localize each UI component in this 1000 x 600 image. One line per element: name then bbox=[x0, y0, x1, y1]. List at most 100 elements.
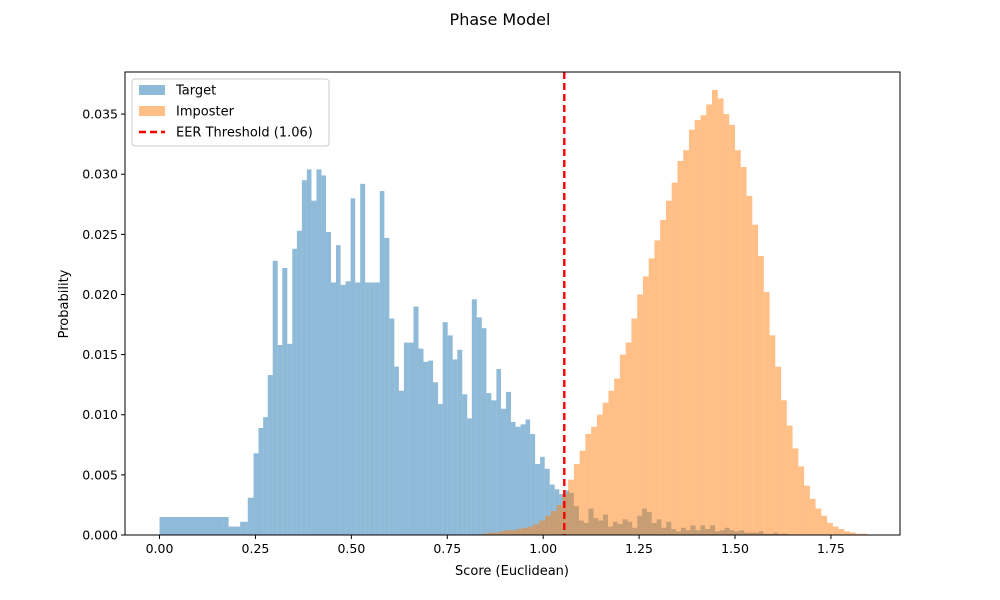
histogram-bar bbox=[827, 522, 833, 535]
histogram-bar bbox=[316, 169, 322, 535]
histogram-bar bbox=[398, 390, 404, 535]
y-tick-label: 0.005 bbox=[82, 467, 118, 482]
histogram-bar bbox=[530, 433, 536, 535]
histogram-bar bbox=[706, 104, 712, 535]
y-tick-label: 0.010 bbox=[82, 407, 118, 422]
histogram-bar bbox=[253, 453, 259, 535]
histogram-bar bbox=[287, 343, 293, 535]
histogram-bar bbox=[539, 520, 546, 535]
histogram-bar bbox=[510, 421, 516, 535]
histogram-bar bbox=[277, 344, 283, 535]
histogram-bar bbox=[481, 533, 488, 535]
histogram-bar bbox=[267, 375, 273, 535]
histogram-bar bbox=[350, 198, 356, 535]
histogram-bar bbox=[505, 391, 511, 535]
histogram-bar bbox=[223, 516, 229, 535]
histogram-bar bbox=[282, 268, 288, 535]
histogram-bar bbox=[258, 427, 264, 535]
x-tick-label: 1.25 bbox=[625, 541, 653, 556]
histogram-bar bbox=[433, 382, 439, 535]
histogram-bar bbox=[491, 400, 497, 535]
histogram-bar bbox=[556, 504, 563, 535]
x-tick-label: 0.75 bbox=[433, 541, 461, 556]
histogram-bar bbox=[326, 231, 332, 535]
y-tick-label: 0.035 bbox=[82, 107, 118, 122]
histogram-bar bbox=[573, 464, 580, 535]
histogram-bar bbox=[654, 240, 661, 536]
histogram-bar bbox=[688, 129, 695, 535]
histogram-bar bbox=[763, 292, 770, 535]
histogram-bar bbox=[389, 318, 395, 535]
histogram-bar bbox=[336, 245, 341, 536]
histogram-bar bbox=[735, 150, 741, 536]
histogram-bar bbox=[544, 468, 550, 535]
histogram-bar bbox=[476, 317, 482, 535]
histogram-bar bbox=[550, 510, 557, 535]
histogram-bar bbox=[331, 282, 337, 535]
histogram-bar bbox=[712, 90, 718, 535]
histogram-bar bbox=[384, 237, 390, 535]
histogram-bar bbox=[535, 464, 541, 535]
histogram-bar bbox=[798, 466, 805, 535]
histogram-bar bbox=[272, 260, 278, 535]
histogram-bar bbox=[637, 294, 643, 535]
axes-frame bbox=[124, 71, 901, 536]
histogram-bar bbox=[408, 342, 414, 535]
histogram-bar bbox=[533, 524, 540, 535]
histogram-bar bbox=[500, 408, 506, 535]
histogram-bar bbox=[263, 417, 268, 535]
histogram-bar bbox=[247, 497, 254, 535]
y-tick-label: 0.000 bbox=[82, 528, 118, 543]
histogram-bar bbox=[486, 393, 492, 535]
histogram-bar bbox=[683, 150, 689, 536]
histogram-bar bbox=[457, 349, 463, 535]
histogram-bar bbox=[360, 183, 366, 535]
y-axis-label: Probability bbox=[57, 269, 72, 338]
histogram-bar bbox=[786, 425, 793, 535]
histogram-bar bbox=[522, 527, 528, 535]
histogram-bar bbox=[861, 533, 868, 535]
histogram-bar bbox=[775, 366, 782, 535]
histogram-bar bbox=[614, 378, 620, 535]
histogram-bar bbox=[540, 456, 545, 535]
histogram-bar bbox=[545, 515, 551, 535]
x-tick-label: 1.50 bbox=[721, 541, 749, 556]
legend: Target Imposter EER Threshold (1.06) bbox=[131, 78, 330, 147]
histogram-bar bbox=[746, 195, 753, 535]
histogram-bar bbox=[369, 282, 375, 535]
x-tick-label: 0.00 bbox=[146, 541, 174, 556]
x-axis-label: Score (Euclidean) bbox=[455, 564, 569, 579]
histogram-bar bbox=[301, 180, 307, 536]
histogram-bar bbox=[306, 169, 312, 535]
histogram-bar bbox=[374, 282, 380, 535]
histogram-bar bbox=[781, 400, 787, 535]
histogram-bar bbox=[729, 124, 736, 535]
histogram-bar bbox=[677, 160, 684, 536]
x-tick-label: 1.00 bbox=[529, 541, 557, 556]
histogram-bar bbox=[481, 328, 487, 535]
histogram-bar bbox=[631, 318, 638, 535]
histogram-bar bbox=[838, 528, 845, 535]
series-target bbox=[159, 169, 788, 536]
histogram-bar bbox=[311, 200, 317, 535]
histogram-bar bbox=[438, 403, 443, 535]
histogram-bar bbox=[228, 526, 241, 535]
chart-title: Phase Model bbox=[450, 10, 551, 29]
histogram-bar bbox=[844, 531, 851, 535]
histogram-bar bbox=[403, 342, 409, 535]
histogram-bar bbox=[355, 282, 361, 535]
histogram-bar bbox=[379, 191, 385, 535]
histogram-bar bbox=[694, 120, 701, 535]
histogram-bar bbox=[700, 115, 707, 535]
histogram-bar bbox=[292, 248, 297, 535]
x-tick-label: 0.25 bbox=[242, 541, 270, 556]
histogram-bar bbox=[804, 485, 810, 535]
histogram-bar bbox=[752, 224, 759, 536]
histogram-bar bbox=[625, 342, 632, 535]
plot-area: 0.00 0.25 0.50 0.75 1.00 1.25 1.50 1.75 0.000 0.0… bbox=[82, 71, 901, 556]
histogram-bar bbox=[527, 526, 534, 535]
y-tick-label: 0.030 bbox=[82, 167, 118, 182]
y-tick-label: 0.015 bbox=[82, 347, 118, 362]
histogram-bar bbox=[516, 528, 523, 535]
